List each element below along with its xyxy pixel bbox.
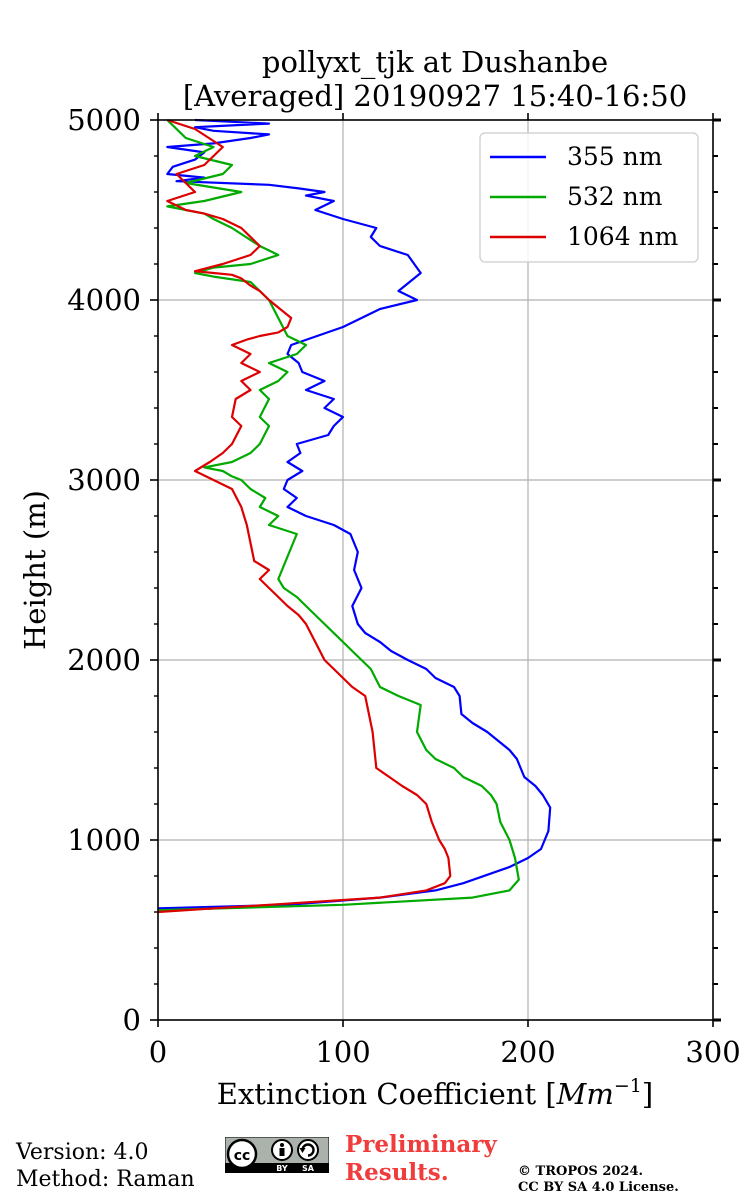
preliminary-results-line-2: Results. (345, 1159, 449, 1186)
y-tick-label-4: 4000 (67, 283, 141, 317)
share-alike-icon (297, 1139, 319, 1161)
version-text: Version: 4.0 (16, 1140, 149, 1165)
chart-title-line-2: [Averaged] 20190927 15:40-16:50 (183, 79, 687, 113)
legend-label-532: 532 nm (567, 182, 663, 211)
series-line-355-nm (157, 118, 552, 910)
y-tick-label-0: 0 (123, 1003, 141, 1037)
x-axis-label: Extinction Coefficient [Mm−1] (217, 1075, 653, 1111)
cc-icon-text: cc (234, 1148, 251, 1164)
grid-lines (158, 120, 713, 1020)
series-lines (157, 118, 552, 914)
legend-box (479, 132, 699, 263)
legend: 355 nm 532 nm 1064 nm (479, 132, 699, 263)
series-line-1064-nm (157, 118, 452, 914)
series-line-532-nm (157, 119, 520, 912)
chart-title-line-1: pollyxt_tjk at Dushanbe (262, 45, 608, 80)
x-tick-label-2: 200 (500, 1035, 555, 1069)
y-tick-label-3: 3000 (67, 463, 141, 497)
method-text: Method: Raman (16, 1167, 195, 1192)
y-tick-label-1: 1000 (67, 823, 141, 857)
legend-label-1064: 1064 nm (567, 222, 679, 251)
x-tick-label-3: 300 (685, 1035, 740, 1069)
preliminary-results-line-1: Preliminary (345, 1131, 497, 1158)
x-tick-label-1: 100 (315, 1035, 370, 1069)
cc-by-sa-license-badge: cc BY SA (225, 1137, 329, 1173)
x-tick-label-0: 0 (149, 1035, 167, 1069)
y-tick-label-2: 2000 (67, 643, 141, 677)
badge-sa-text: SA (302, 1164, 315, 1173)
badge-by-text: BY (276, 1164, 288, 1173)
plot-frame (157, 119, 714, 1021)
y-tick-label-5: 5000 (67, 103, 141, 137)
legend-label-355: 355 nm (567, 142, 663, 171)
copyright-line-1: © TROPOS 2024. (518, 1164, 644, 1179)
copyright-line-2: CC BY SA 4.0 License. (518, 1180, 679, 1195)
y-axis-label: Height (m) (18, 490, 52, 650)
cc-icon (226, 1138, 258, 1170)
